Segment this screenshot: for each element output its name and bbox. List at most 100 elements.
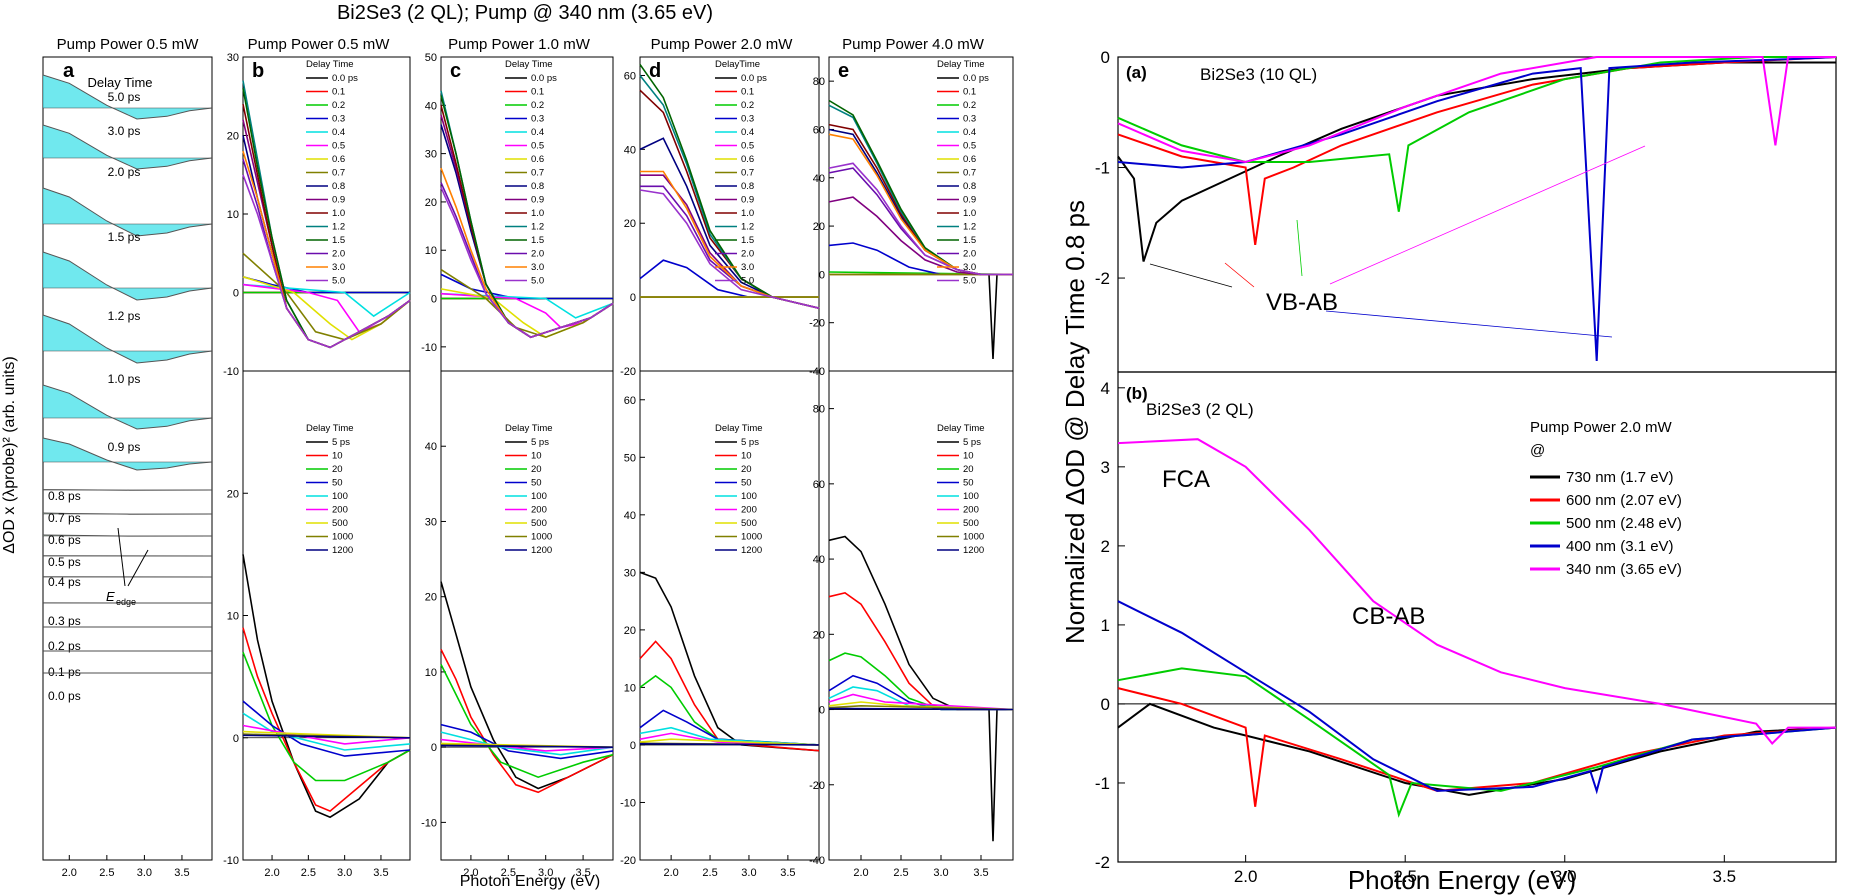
series-line xyxy=(828,162,1013,276)
series-line xyxy=(828,167,1013,276)
y-tick-label: 60 xyxy=(624,395,636,407)
series-line xyxy=(242,734,411,739)
legend-label: 100 xyxy=(531,491,547,502)
series-line xyxy=(242,174,411,349)
legend-label: 0.3 xyxy=(741,114,754,125)
series-line xyxy=(242,627,411,813)
panel-title: Pump Power 0.5 mW xyxy=(248,36,391,53)
y-tick-label: 20 xyxy=(624,625,636,637)
series-line xyxy=(1117,600,1837,795)
legend-label: 5.0 xyxy=(332,276,345,287)
y-tick-label: 40 xyxy=(813,554,825,566)
legend-label: 1.5 xyxy=(332,235,345,246)
legend-label: 0.4 xyxy=(332,127,345,138)
left-y-axis-label: ΔOD x (λprobe)² (arb. units) xyxy=(1,356,18,553)
y-tick-label: 20 xyxy=(227,488,239,500)
legend-label: 0.7 xyxy=(332,168,345,179)
legend-label: 0.6 xyxy=(531,154,544,165)
legend-label: 500 xyxy=(741,518,757,529)
legend-label: 0.1 xyxy=(332,87,345,98)
trace-line xyxy=(42,74,213,120)
series-line xyxy=(242,724,411,745)
series-line xyxy=(242,700,411,757)
legend-label: 10 xyxy=(332,451,343,462)
legend-label: 2.0 xyxy=(332,249,345,260)
legend-label: 1.5 xyxy=(741,235,754,246)
y-tick-label: 10 xyxy=(624,682,636,694)
right-x-axis-label: Photon Energy (eV) xyxy=(1348,865,1576,895)
annotation-cb-ab: CB-AB xyxy=(1352,603,1425,630)
panel-title: Bi2Se3 (10 QL) xyxy=(1200,65,1317,84)
y-tick-label: -2 xyxy=(1095,269,1110,288)
panel-letter: (a) xyxy=(1126,63,1147,82)
series-line xyxy=(242,119,411,349)
trace-line xyxy=(42,187,213,237)
y-tick-label: -20 xyxy=(809,780,825,792)
annotation-e-edge: E xyxy=(106,589,115,604)
y-tick-label: 0 xyxy=(431,742,437,754)
trace-label: 3.0 ps xyxy=(108,124,141,138)
y-tick-label: 0 xyxy=(431,294,437,306)
y-tick-label: 80 xyxy=(813,76,825,88)
trace-fill xyxy=(43,385,212,429)
trace-label: 2.0 ps xyxy=(108,165,141,179)
x-tick-label: 3.0 xyxy=(337,867,352,879)
legend-label: 0.4 xyxy=(741,127,754,138)
y-tick-label: 4 xyxy=(1101,379,1110,398)
panel-e: Pump Power 4.0 mW e -40 -20 0 20 40 60 80 Delay T… xyxy=(809,36,1014,879)
legend-label: 0.1 xyxy=(531,87,544,98)
y-tick-label: -10 xyxy=(421,342,437,354)
legend-title: Delay Time xyxy=(306,59,354,70)
x-tick-label: 3.0 xyxy=(538,867,553,879)
series-line xyxy=(440,664,614,779)
series-line xyxy=(639,259,819,298)
series-line xyxy=(639,189,820,309)
legend-label: 1200 xyxy=(963,545,984,556)
legend-label: 10 xyxy=(741,451,752,462)
legend-label: 1000 xyxy=(332,532,353,543)
legend-label: 0.3 xyxy=(332,114,345,125)
subplot-bottom: -10 0 10 20 30 40 Delay Time 5 ps 10 20 50 100 200 50… xyxy=(421,370,614,861)
y-tick-label: 10 xyxy=(227,611,239,623)
y-tick-label: -10 xyxy=(223,366,239,378)
y-tick-label: 0 xyxy=(630,740,636,752)
y-tick-label: 20 xyxy=(227,131,239,143)
legend-label: 0.7 xyxy=(741,168,754,179)
trace-label: 1.2 ps xyxy=(108,309,141,323)
legend-label: 0.2 xyxy=(332,100,345,111)
legend-label: 100 xyxy=(332,491,348,502)
legend-label: 0.7 xyxy=(531,168,544,179)
legend-label: 200 xyxy=(332,505,348,516)
series-line xyxy=(242,554,411,819)
legend-title: Delay Time xyxy=(715,423,763,434)
trace-label: 0.0 ps xyxy=(48,689,81,703)
legend-label: 0.4 xyxy=(531,127,544,138)
legend-label: 5.0 xyxy=(963,276,976,287)
y-tick-label: -40 xyxy=(809,366,825,378)
y-tick-label: 50 xyxy=(425,52,437,64)
panel-letter: a xyxy=(63,60,75,82)
y-tick-label: 30 xyxy=(227,52,239,64)
legend-label: 0.1 xyxy=(741,87,754,98)
trace-label: 0.9 ps xyxy=(108,440,141,454)
legend-label: 0.7 xyxy=(963,168,976,179)
legend-label: 3.0 xyxy=(741,262,754,273)
subplot-top: -10 0 10 20 30 40 50 Delay Time 0.0 ps 0.1 0.2 0.3 0… xyxy=(421,52,614,372)
legend-label: 0.5 xyxy=(332,141,345,152)
legend-title: Delay Time xyxy=(306,423,354,434)
y-tick-label: -20 xyxy=(620,855,636,867)
y-tick-label: -20 xyxy=(620,366,636,378)
x-tick-label: 2.5 xyxy=(99,867,114,879)
series-line xyxy=(828,693,1014,711)
legend-label: 0.0 ps xyxy=(741,73,767,84)
legend-label: 3.0 xyxy=(963,262,976,273)
legend-label: 500 xyxy=(531,518,547,529)
legend-label: 0.9 xyxy=(531,195,544,206)
legend-label: 500 nm (2.48 eV) xyxy=(1566,515,1682,532)
left-x-axis-label: Photon Energy (eV) xyxy=(460,873,601,890)
legend-label: 1.0 xyxy=(531,208,544,219)
trace-fill xyxy=(43,252,212,300)
trace-line xyxy=(42,314,213,364)
annotation-arrow xyxy=(1224,262,1255,288)
y-tick-label: 20 xyxy=(813,221,825,233)
